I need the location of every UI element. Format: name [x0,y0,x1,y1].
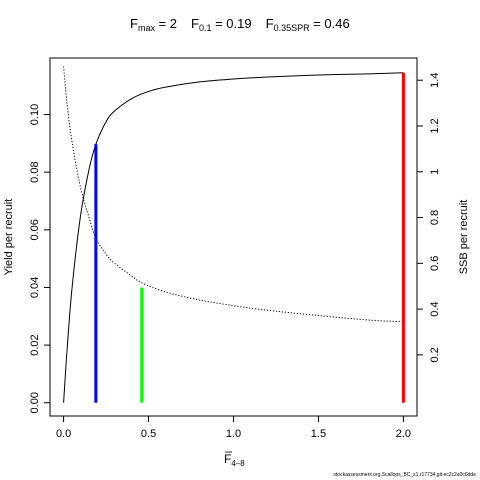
x-tick-label: 0.5 [141,428,156,440]
title-fspr-rest: = 0.46 [310,16,350,31]
y-right-tick-label: 0.6 [429,256,441,271]
title-fspr-sub: 0.35SPR [274,23,311,33]
y-right-tick-label: 1.2 [429,118,441,133]
data-series [63,66,404,403]
reference-lines [94,72,405,403]
y-left-tick-label: 0.04 [29,277,41,298]
y-right-tick-label: 0.8 [429,210,441,225]
y-axis-right-title: SSB per recruit [458,200,470,275]
y-left-tick-label: 0.06 [29,219,41,240]
y-axis-left: 0.00 0.02 0.04 0.06 0.08 0.10 [29,104,50,413]
y-left-tick-label: 0.08 [29,161,41,182]
x-tick-label: 1.5 [311,428,326,440]
title-f01-rest: = 0.19 [211,16,251,31]
title-fmax-sub: max [138,23,156,33]
x-axis-title: F4–8 [224,452,245,468]
y-left-tick-label: 0.02 [29,334,41,355]
chart-title: Fmax = 2 F0.1 = 0.19 F0.35SPR = 0.46 [130,16,350,33]
title-fmax-main: F [130,16,138,31]
y-axis-left-title: Yield per recruit [3,199,15,276]
x-axis: 0.0 0.5 1.0 1.5 2.0 [56,415,411,440]
x-tick-label: 1.0 [226,428,241,440]
y-right-tick-label: 1 [429,169,441,175]
x-tick-label: 0.0 [56,428,71,440]
x-tick-label: 2.0 [396,428,411,440]
title-fspr-main: F [266,16,274,31]
title-f01-main: F [191,16,199,31]
y-right-tick-label: 1.4 [429,73,441,88]
y-left-tick-label: 0.10 [29,104,41,125]
yield-per-recruit-line [63,72,404,403]
y-left-tick-label: 0.00 [29,392,41,413]
footer-text: stockassessment.org,Scallops_BC_s1,r1773… [333,472,476,478]
y-axis-right: 0.2 0.4 0.6 0.8 1 1.2 1.4 [417,73,441,363]
y-right-tick-label: 0.2 [429,347,441,362]
y-right-tick-label: 0.4 [429,301,441,316]
title-fmax-rest: = 2 [155,16,177,31]
title-f01-sub: 0.1 [199,23,212,33]
